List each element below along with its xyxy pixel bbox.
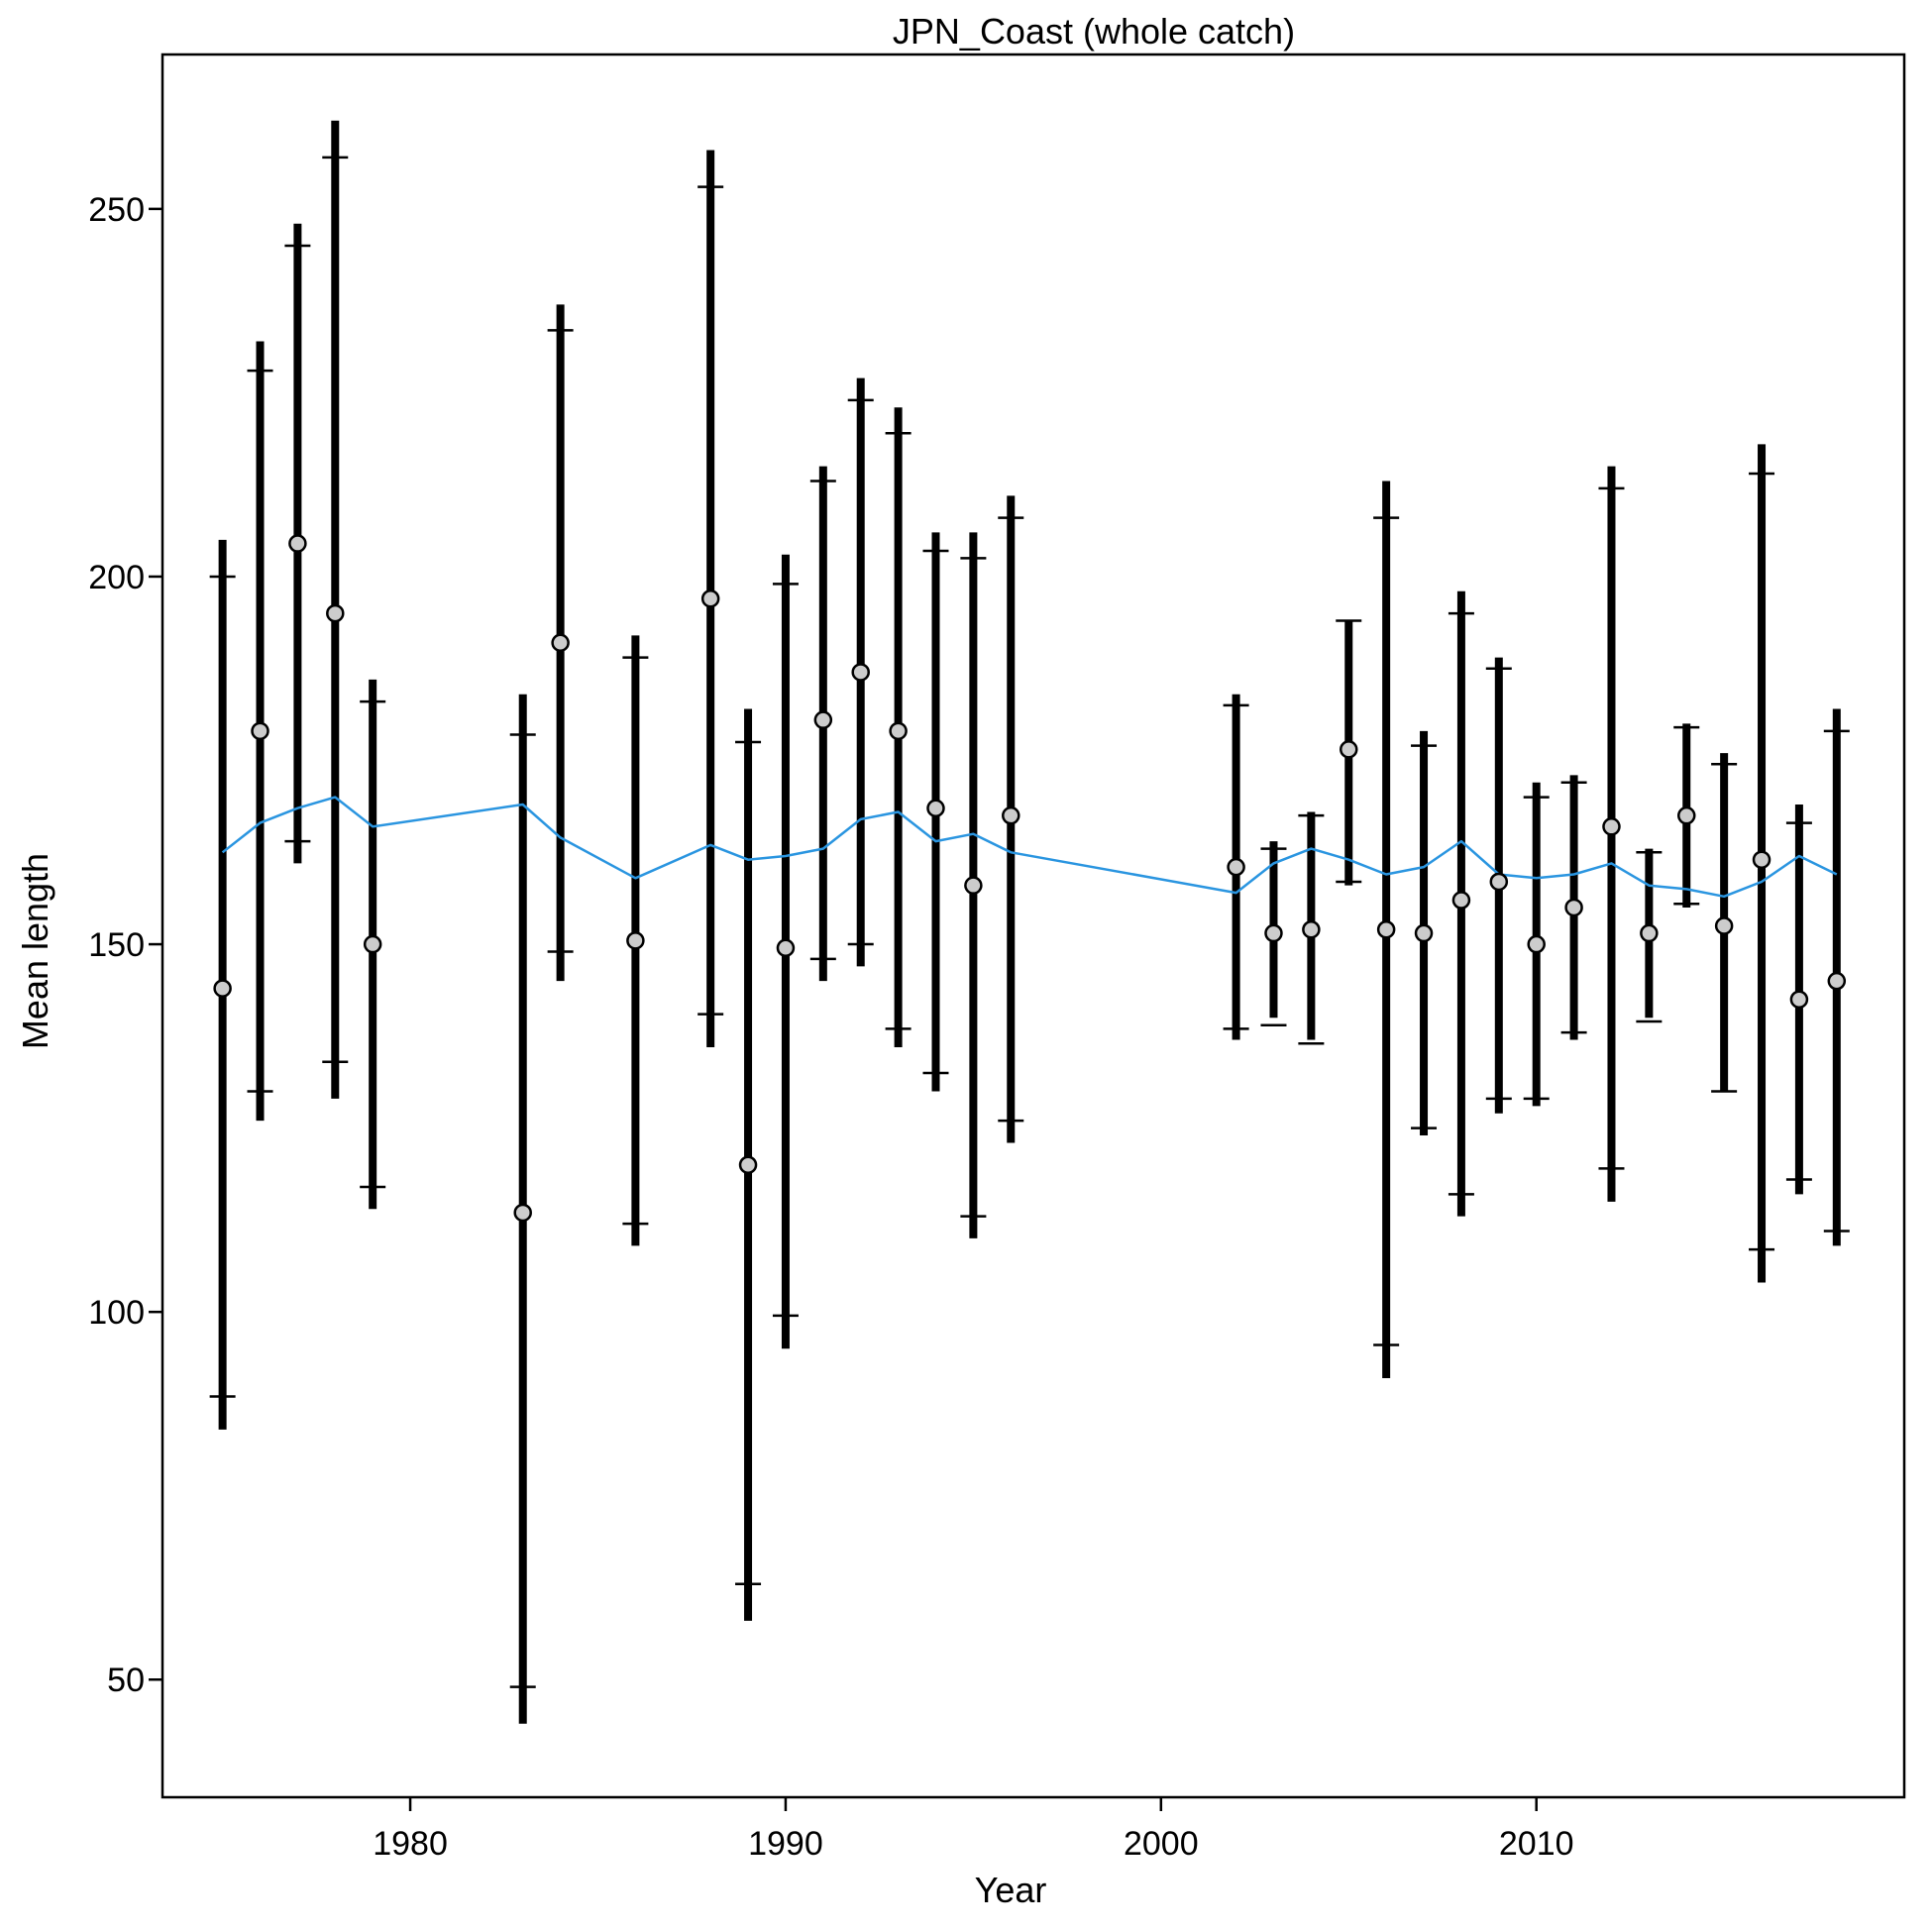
y-tick-label: 50 [107, 1662, 145, 1699]
x-tick-label: 1980 [373, 1825, 448, 1863]
observed-point-1995 [964, 876, 983, 895]
observed-point-2018 [1827, 971, 1847, 991]
observed-point-2006 [1376, 919, 1396, 939]
observed-point-2013 [1640, 923, 1659, 943]
observed-point-2014 [1677, 805, 1696, 825]
observed-point-2008 [1451, 891, 1471, 910]
y-axis: 50 100 150 200 250 [88, 191, 162, 1699]
observed-point-2005 [1340, 740, 1358, 759]
observed-point-2017 [1789, 990, 1809, 1009]
observed-point-1979 [363, 934, 382, 954]
observed-point-2002 [1227, 857, 1245, 877]
observed-point-1994 [926, 799, 945, 817]
y-tick-label: 150 [88, 926, 145, 964]
observed-point-1975 [213, 979, 232, 998]
observed-point-1978 [326, 603, 345, 623]
observed-point-1984 [551, 633, 570, 653]
observed-point-2012 [1602, 817, 1621, 836]
interval-bars [209, 120, 1850, 1724]
observed-point-1991 [813, 710, 833, 729]
observed-point-2011 [1564, 898, 1583, 917]
x-axis-label: Year [975, 1870, 1047, 1910]
observed-point-1992 [851, 663, 870, 682]
expected-mean-line [221, 796, 1838, 899]
observed-point-1977 [288, 534, 307, 553]
observed-point-2016 [1752, 850, 1771, 869]
observed-point-1976 [251, 721, 269, 741]
observed-point-2004 [1302, 919, 1321, 939]
y-tick-label: 200 [88, 559, 145, 596]
x-tick-label: 2010 [1499, 1825, 1574, 1863]
x-tick-label: 2000 [1124, 1825, 1199, 1863]
y-tick-label: 100 [88, 1294, 145, 1332]
observed-point-1988 [700, 589, 720, 608]
observed-point-1993 [889, 721, 908, 741]
y-tick-label: 250 [88, 191, 145, 229]
observed-point-1990 [776, 938, 796, 958]
plot-frame [161, 53, 1906, 1799]
x-tick-label: 1990 [748, 1825, 823, 1863]
observed-point-2003 [1264, 923, 1283, 943]
observed-point-1989 [738, 1155, 758, 1174]
observed-point-2007 [1414, 923, 1434, 943]
observed-point-1986 [626, 931, 645, 950]
observed-point-2009 [1489, 872, 1509, 892]
observed-point-2010 [1527, 934, 1546, 954]
expected-line-group [221, 796, 1838, 899]
x-axis: 1980 1990 2000 2010 [373, 1797, 1574, 1863]
observed-point-2015 [1714, 916, 1734, 935]
chart-title: JPN_Coast (whole catch) [893, 11, 1295, 52]
y-axis-label: Mean length [15, 853, 55, 1049]
observed-points [213, 534, 1847, 1223]
observed-point-1983 [513, 1203, 532, 1223]
observed-point-1996 [1002, 805, 1020, 825]
